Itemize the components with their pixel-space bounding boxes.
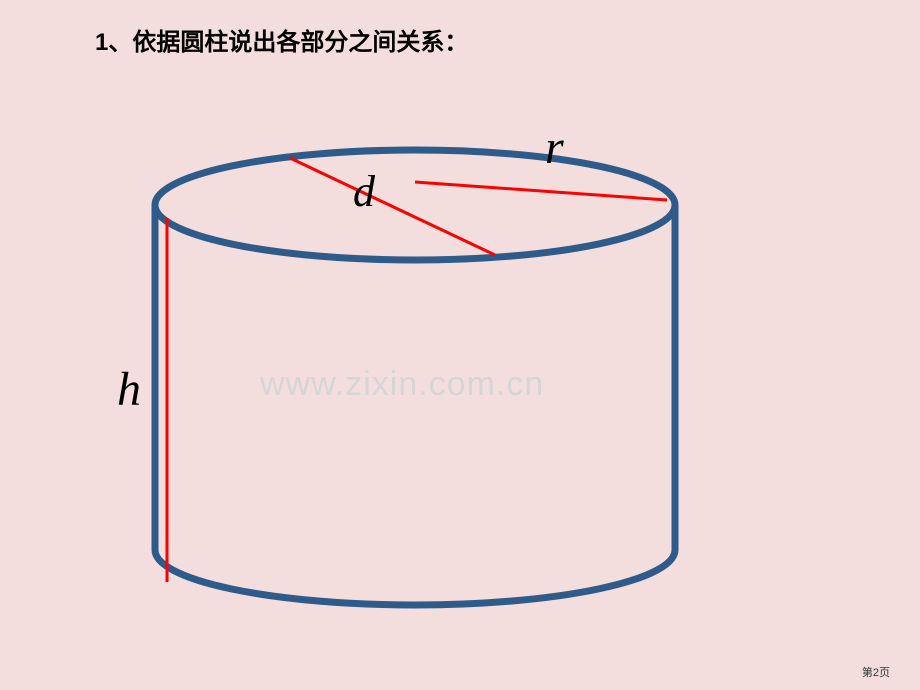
cylinder-svg <box>95 120 715 640</box>
page-title: 1、依据圆柱说出各部分之间关系： <box>95 22 468 57</box>
height-label: h <box>117 362 141 417</box>
cylinder-diagram: r d h <box>95 120 715 645</box>
radius-label: r <box>545 120 564 175</box>
page-number: 第2页 <box>862 664 890 680</box>
diameter-label: d <box>353 166 375 217</box>
